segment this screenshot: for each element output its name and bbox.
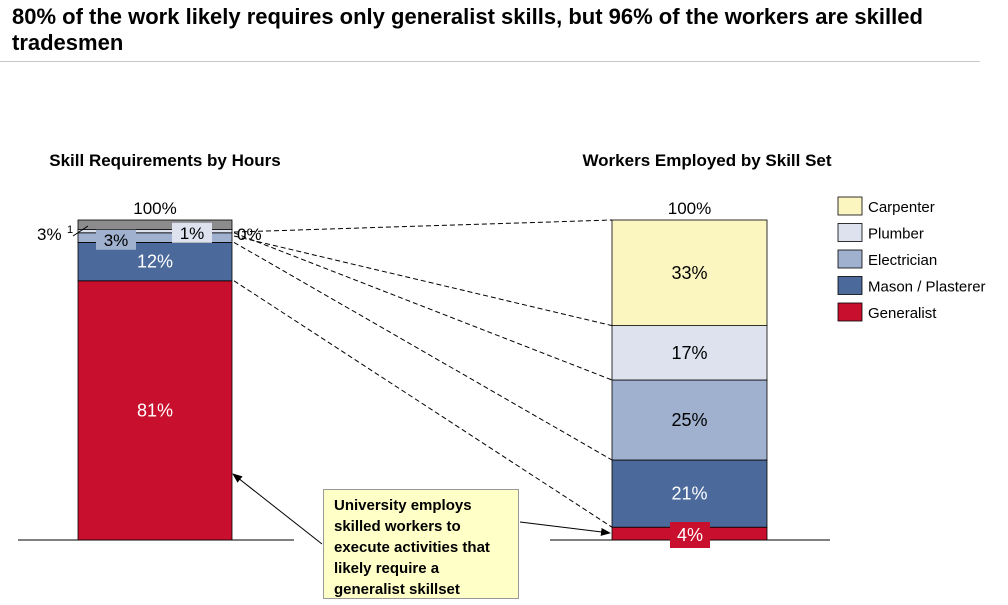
right-chart-title: Workers Employed by Skill Set	[582, 151, 831, 170]
callout-arrow-right	[519, 521, 611, 536]
left-label-box-electrician	[96, 229, 136, 250]
legend-label-plumber: Plumber	[868, 226, 924, 243]
left-label-other: 3%	[37, 225, 62, 244]
connector-carpenter	[233, 219, 613, 233]
left-label-carpenter: 0%	[237, 225, 262, 244]
connector-generalist	[233, 280, 613, 528]
right-label-carpenter: 33%	[671, 263, 707, 283]
connector-plumber	[233, 235, 613, 327]
legend-swatch-generalist	[837, 302, 863, 322]
legend-label-generalist: Generalist	[868, 305, 937, 322]
right-bar-segment-mason-plasterer	[611, 459, 768, 528]
right-label-box-generalist	[670, 522, 710, 548]
left-label-generalist: 81%	[137, 400, 173, 420]
connector-mason-plasterer	[233, 241, 613, 461]
title-divider	[0, 61, 980, 62]
callout-box: University employs skilled workers to ex…	[323, 489, 519, 599]
legend-swatch-plumber	[837, 223, 863, 242]
left-label-other-leader	[72, 225, 89, 237]
left-bar-segment-other	[77, 219, 233, 231]
right-label-plumber: 17%	[671, 343, 707, 363]
right-bar-segment-plumber	[611, 325, 768, 381]
legend-label-electrician: Electrician	[868, 252, 937, 269]
left-total-label: 100%	[133, 199, 176, 218]
right-label-electrician: 25%	[671, 410, 707, 430]
left-label-footnote: 1	[67, 224, 73, 236]
right-label-mason-plasterer: 21%	[671, 484, 707, 504]
page-title: 80% of the work likely requires only gen…	[12, 4, 923, 55]
left-label-electrician: 3%	[104, 231, 129, 250]
callout-arrow-left	[232, 473, 323, 545]
legend-swatch-carpenter	[837, 196, 863, 216]
left-bar-segment-generalist	[77, 280, 233, 541]
right-total-label: 100%	[668, 199, 711, 218]
connector-electrician	[233, 232, 613, 381]
right-bar-segment-electrician	[611, 379, 768, 461]
right-label-generalist: 4%	[677, 525, 703, 545]
legend-swatch-mason-plasterer	[837, 276, 863, 295]
legend-label-carpenter: Carpenter	[868, 199, 935, 216]
legend-swatch-electrician	[837, 249, 863, 269]
left-chart-title: Skill Requirements by Hours	[49, 151, 280, 170]
right-bar-segment-carpenter	[611, 219, 768, 326]
legend-label-mason-plasterer: Mason / Plasterer	[868, 279, 986, 296]
left-label-mason-plasterer: 12%	[137, 252, 173, 272]
left-label-box-plumber	[172, 222, 212, 243]
left-label-plumber: 1%	[180, 224, 205, 243]
